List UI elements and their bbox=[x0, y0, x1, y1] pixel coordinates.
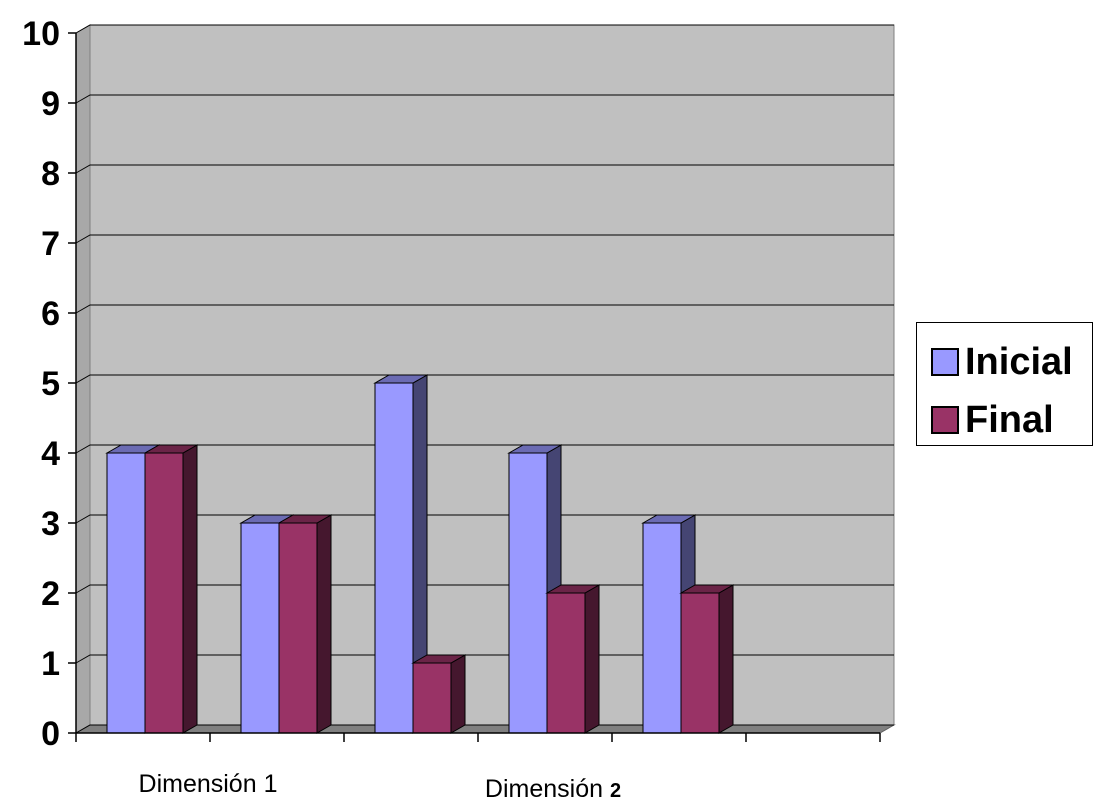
bar-final-1 bbox=[143, 444, 199, 734]
legend-item-final: Final bbox=[931, 401, 1054, 439]
y-tick-label: 2 bbox=[41, 575, 60, 613]
legend-swatch-final bbox=[931, 406, 959, 434]
floor bbox=[74, 724, 896, 734]
grid-lines bbox=[75, 24, 894, 734]
y-tick-label: 0 bbox=[41, 715, 60, 753]
category-label-1: Dimensión 1 bbox=[139, 770, 278, 798]
y-tick-label: 3 bbox=[41, 505, 60, 543]
bar-final-2 bbox=[277, 514, 333, 734]
y-tick-label: 10 bbox=[22, 15, 60, 53]
gridline bbox=[75, 374, 894, 384]
gridline bbox=[75, 584, 894, 594]
gridline bbox=[75, 304, 894, 314]
legend-label-inicial: Inicial bbox=[965, 341, 1073, 383]
bar-final-3 bbox=[411, 654, 467, 734]
axes bbox=[68, 32, 881, 742]
y-tick-label: 8 bbox=[41, 155, 60, 193]
gridline bbox=[75, 234, 894, 244]
x-category-labels: Dimensión 1 Dimensión 2 bbox=[139, 770, 622, 803]
gridline bbox=[75, 24, 894, 34]
gridline bbox=[75, 654, 894, 664]
bar-inicial-3 bbox=[373, 374, 429, 734]
y-tick-label: 7 bbox=[41, 225, 60, 263]
gridline bbox=[75, 444, 894, 454]
y-tick-label: 9 bbox=[41, 85, 60, 123]
legend-swatch-inicial bbox=[931, 348, 959, 376]
y-tick-label: 5 bbox=[41, 365, 60, 403]
legend-label-final: Final bbox=[965, 399, 1054, 441]
gridline bbox=[75, 514, 894, 524]
bar-final-5 bbox=[679, 584, 735, 734]
y-tick-label: 4 bbox=[41, 435, 60, 473]
legend: Inicial Final bbox=[916, 322, 1093, 446]
plot-walls bbox=[74, 24, 896, 734]
bars bbox=[105, 374, 735, 734]
gridline bbox=[75, 94, 894, 104]
gridline bbox=[75, 724, 894, 734]
y-tick-label: 1 bbox=[41, 645, 60, 683]
legend-item-inicial: Inicial bbox=[931, 343, 1073, 381]
y-tick-labels: 0 1 2 3 4 5 6 7 8 9 10 bbox=[22, 15, 60, 753]
gridline bbox=[75, 164, 894, 174]
bar-final-4 bbox=[545, 584, 601, 734]
y-tick-label: 6 bbox=[41, 295, 60, 333]
category-label-2: Dimensión 2 bbox=[485, 775, 621, 803]
